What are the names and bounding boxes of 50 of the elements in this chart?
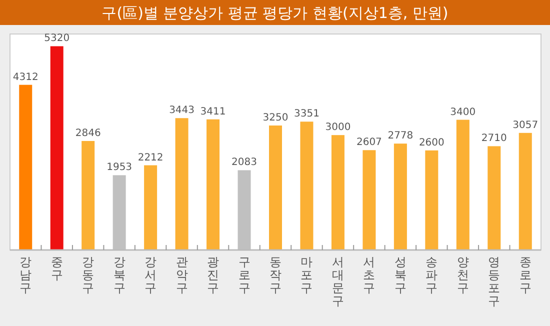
x-tick-label: 종로구 — [519, 255, 532, 295]
x-tick-label: 관악구 — [176, 255, 188, 295]
x-tick-label: 구로구 — [238, 255, 250, 295]
bar — [144, 165, 158, 250]
bar — [50, 46, 64, 250]
bar — [488, 146, 501, 250]
bar — [518, 132, 532, 250]
data-label: 2607 — [356, 137, 382, 148]
bar — [19, 84, 32, 250]
data-label: 3411 — [200, 106, 226, 118]
bar — [331, 135, 344, 250]
x-tick-label: 서초구 — [363, 255, 376, 295]
bar — [269, 126, 282, 250]
bar — [362, 150, 376, 250]
x-tick-label: 성북구 — [394, 255, 406, 295]
data-label: 2846 — [75, 128, 101, 139]
x-tick-label: 광진구 — [207, 255, 220, 295]
data-label: 5320 — [44, 33, 70, 44]
chart-title: 구(區)별 분양상가 평균 평당가 현황(지상1층, 만원) — [102, 4, 448, 22]
data-label: 2212 — [138, 152, 164, 164]
bar — [425, 150, 438, 250]
data-label: 3443 — [169, 105, 195, 116]
bar — [82, 140, 95, 250]
x-tick-label: 강남구 — [20, 255, 32, 295]
x-tick-label: 강동구 — [82, 255, 94, 295]
data-label: 1953 — [106, 162, 132, 174]
x-tick-label: 송파구 — [426, 255, 438, 295]
data-label: 3400 — [450, 106, 476, 118]
data-label: 2710 — [481, 133, 507, 144]
bar — [394, 144, 407, 250]
x-tick-label: 강서구 — [144, 255, 157, 295]
x-tick-label: 중구 — [50, 255, 63, 282]
bar — [206, 119, 220, 250]
x-tick-label: 양천구 — [456, 255, 469, 295]
x-tick-label: 마포구 — [300, 255, 313, 295]
data-label: 3351 — [294, 108, 320, 120]
x-tick-label: 영등포구 — [488, 255, 500, 308]
data-label: 2083 — [232, 157, 257, 168]
x-tick-label: 강북구 — [113, 255, 126, 295]
bar — [175, 118, 188, 250]
x-tick-label: 동작구 — [270, 255, 282, 295]
bar — [456, 120, 470, 250]
data-label: 3000 — [325, 122, 351, 134]
data-label: 3057 — [512, 120, 538, 131]
data-label: 4312 — [12, 72, 38, 83]
x-tick-label: 서대문구 — [332, 255, 344, 308]
bar — [300, 122, 314, 250]
data-label: 2600 — [418, 137, 444, 148]
data-label: 2778 — [388, 130, 414, 142]
data-label: 3250 — [262, 112, 288, 124]
